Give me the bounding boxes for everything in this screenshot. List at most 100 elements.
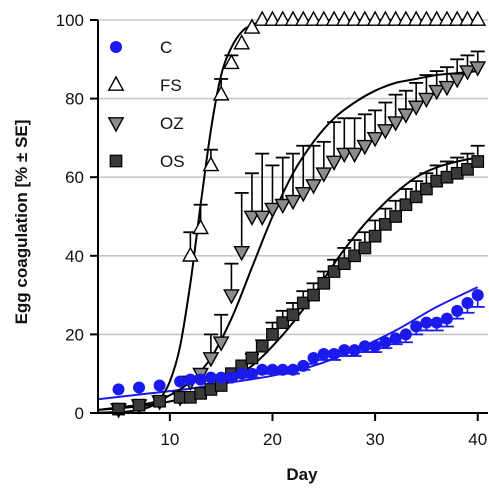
marker-c-day-25	[317, 348, 330, 361]
marker-c-day-16	[225, 371, 238, 384]
marker-c-day-20	[266, 363, 279, 376]
marker-os-day-34	[409, 190, 423, 204]
marker-fs-day-34	[407, 10, 425, 26]
marker-c-day-32	[389, 332, 402, 345]
marker-os-day-30	[368, 229, 382, 243]
legend-marker-c	[110, 41, 122, 53]
marker-fs-day-14	[202, 155, 220, 172]
x-tick-label-10: 10	[160, 430, 179, 449]
marker-oz-day-33	[397, 108, 415, 124]
data-markers	[110, 10, 487, 419]
marker-fs-day-35	[418, 10, 435, 26]
legend-label-c: C	[160, 38, 172, 57]
marker-oz-day-32	[387, 116, 405, 132]
marker-fs-day-23	[294, 10, 312, 26]
marker-os-day-31	[379, 218, 392, 231]
marker-fs-day-31	[376, 10, 394, 26]
error-bar-oz-day-24	[306, 144, 321, 186]
marker-os-day-39	[461, 162, 474, 176]
y-tick-label-40: 40	[65, 247, 84, 266]
marker-c-day-36	[430, 316, 443, 329]
marker-c-day-21	[276, 363, 289, 376]
marker-c-day-27	[338, 344, 351, 357]
legend-item-oz: OZ	[107, 114, 184, 133]
marker-oz-day-31	[376, 124, 394, 140]
marker-oz-day-36	[428, 84, 446, 101]
marker-oz-day-16	[223, 289, 240, 305]
marker-oz-day-28	[346, 147, 363, 164]
marker-c-day-13	[194, 373, 207, 386]
marker-c-day-12	[184, 373, 197, 386]
marker-oz-day-15	[212, 336, 230, 352]
marker-os-day-28	[348, 249, 361, 263]
marker-fs-day-32	[387, 10, 405, 26]
x-axis-title: Day	[286, 465, 318, 484]
marker-os-day-24	[307, 288, 320, 302]
marker-fs-day-28	[346, 10, 363, 26]
marker-c-day-28	[348, 344, 361, 357]
marker-os-day-21	[276, 316, 290, 329]
marker-fs-day-24	[305, 10, 322, 26]
marker-fs-day-20	[264, 10, 281, 26]
marker-oz-day-17	[233, 245, 251, 262]
y-tick-label-60: 60	[65, 168, 84, 187]
marker-fs-day-40	[469, 10, 487, 26]
marker-c-day-19	[256, 363, 269, 376]
marker-os-day-25	[317, 276, 331, 290]
marker-c-day-24	[307, 351, 320, 364]
y-tick-label-20: 20	[65, 325, 84, 344]
legend-item-c: C	[110, 38, 172, 57]
marker-oz-day-38	[448, 73, 466, 89]
marker-oz-day-18	[243, 210, 261, 226]
legend-label-os: OS	[160, 152, 185, 171]
marker-oz-day-19	[253, 210, 271, 226]
marker-fs-day-39	[459, 10, 476, 26]
marker-os-day-23	[296, 296, 310, 310]
marker-c-day-23	[297, 359, 310, 372]
y-tick-label-80: 80	[65, 90, 84, 109]
marker-fs-day-38	[448, 10, 466, 26]
marker-c-day-5	[112, 383, 125, 396]
marker-c-day-40	[471, 289, 484, 302]
marker-c-day-26	[328, 348, 341, 361]
marker-os-day-27	[337, 257, 351, 271]
marker-fs-day-19	[253, 10, 271, 26]
legend-marker-fs	[107, 75, 125, 91]
marker-c-day-9	[153, 379, 166, 392]
marker-fs-day-17	[233, 34, 251, 50]
legend-marker-os	[109, 154, 123, 168]
marker-c-day-34	[410, 320, 423, 333]
marker-c-day-37	[440, 312, 453, 325]
marker-os-day-40	[471, 155, 485, 168]
marker-oz-day-34	[407, 100, 425, 116]
marker-c-day-33	[399, 328, 412, 341]
marker-os-day-20	[266, 328, 279, 341]
fit-curves	[97, 18, 479, 414]
marker-oz-day-35	[418, 92, 435, 109]
marker-oz-day-30	[366, 131, 384, 148]
marker-oz-day-20	[264, 202, 281, 219]
legend-label-fs: FS	[160, 76, 182, 95]
error-bar-oz-day-19	[255, 152, 270, 217]
legend-label-oz: OZ	[160, 114, 184, 133]
y-tick-label-0: 0	[75, 404, 84, 423]
marker-os-day-7	[132, 398, 146, 412]
error-bar-oz-day-20	[265, 164, 280, 209]
marker-c-day-14	[204, 371, 217, 384]
x-tick-label-30: 30	[366, 430, 385, 449]
marker-fs-day-22	[284, 10, 302, 26]
marker-fs-day-36	[428, 10, 446, 26]
error-bar-oz-day-18	[244, 172, 259, 217]
marker-fs-day-27	[335, 10, 353, 26]
marker-fs-day-26	[325, 10, 343, 26]
marker-oz-day-29	[356, 139, 374, 156]
marker-c-day-29	[358, 340, 371, 353]
error-bar-oz-day-17	[234, 192, 249, 252]
marker-os-day-9	[153, 394, 166, 408]
legend-marker-oz	[107, 117, 125, 133]
axes: 0 20 40 60 80 100 10 20 30 40	[56, 11, 488, 449]
marker-fs-day-25	[315, 10, 333, 26]
marker-c-day-35	[420, 316, 433, 329]
marker-c-day-11	[174, 375, 187, 388]
marker-c-day-15	[215, 371, 228, 384]
